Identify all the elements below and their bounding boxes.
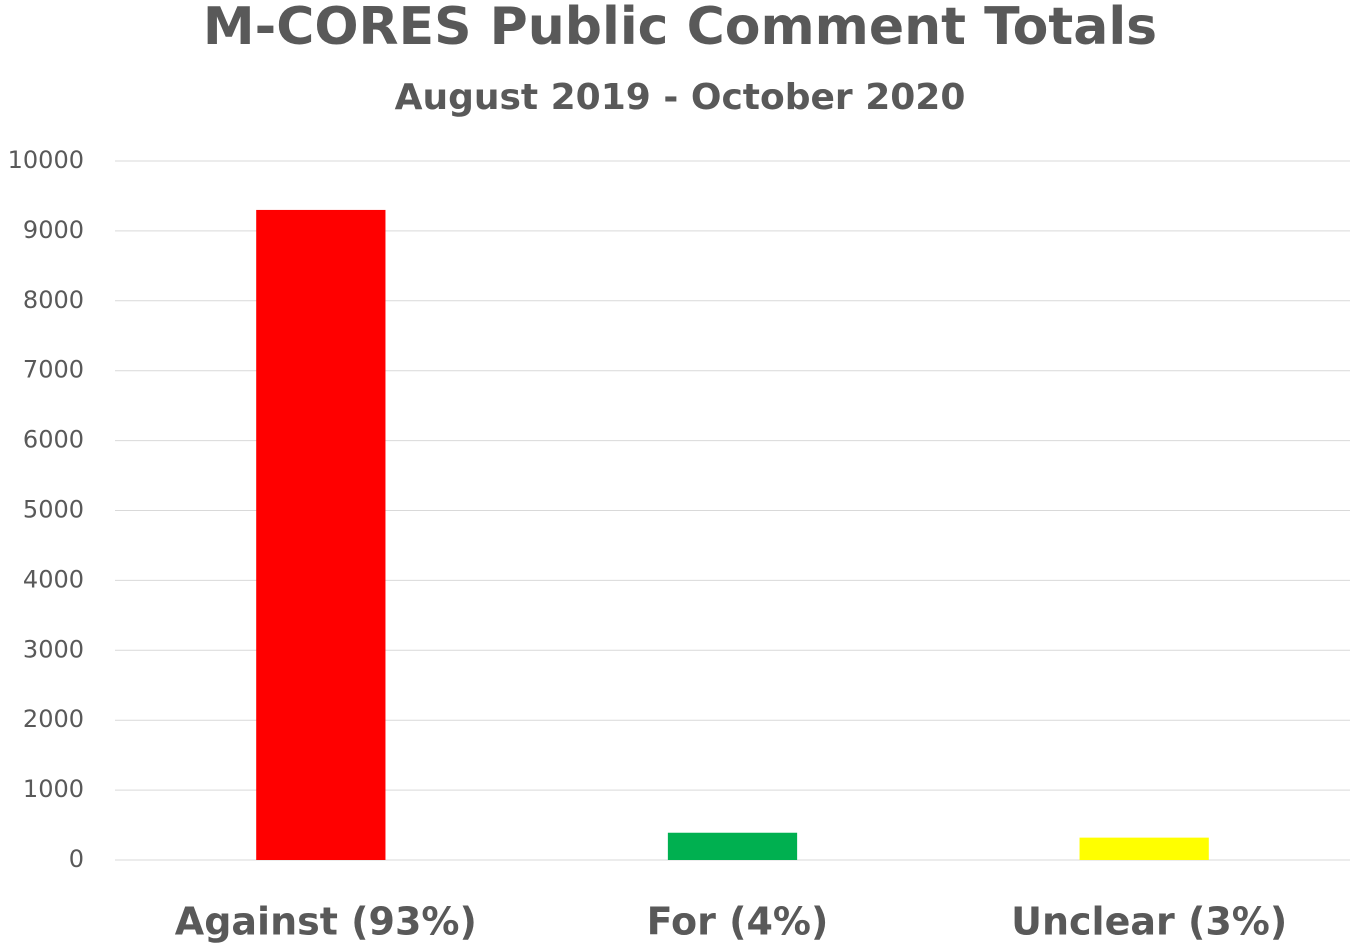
chart-subtitle: August 2019 - October 2020 bbox=[395, 77, 966, 118]
y-tick-label: 10000 bbox=[8, 146, 84, 174]
y-tick-label: 2000 bbox=[23, 705, 84, 733]
y-tick-label: 1000 bbox=[23, 775, 84, 803]
x-tick-label: For (4%) bbox=[647, 900, 829, 944]
y-tick-label: 8000 bbox=[23, 286, 84, 314]
bar bbox=[256, 209, 386, 860]
bar bbox=[1079, 837, 1209, 860]
x-tick-label: Against (93%) bbox=[175, 900, 477, 944]
bar bbox=[667, 832, 798, 860]
x-tick-label: Unclear (3%) bbox=[1011, 900, 1287, 944]
chart-title: M-CORES Public Comment Totals bbox=[203, 0, 1157, 57]
y-tick-label: 0 bbox=[69, 845, 84, 873]
y-tick-label: 6000 bbox=[23, 426, 84, 454]
y-tick-label: 3000 bbox=[23, 635, 84, 663]
y-tick-label: 5000 bbox=[23, 496, 84, 524]
y-tick-label: 7000 bbox=[23, 356, 84, 384]
y-tick-label: 4000 bbox=[23, 565, 84, 593]
y-tick-label: 9000 bbox=[23, 216, 84, 244]
